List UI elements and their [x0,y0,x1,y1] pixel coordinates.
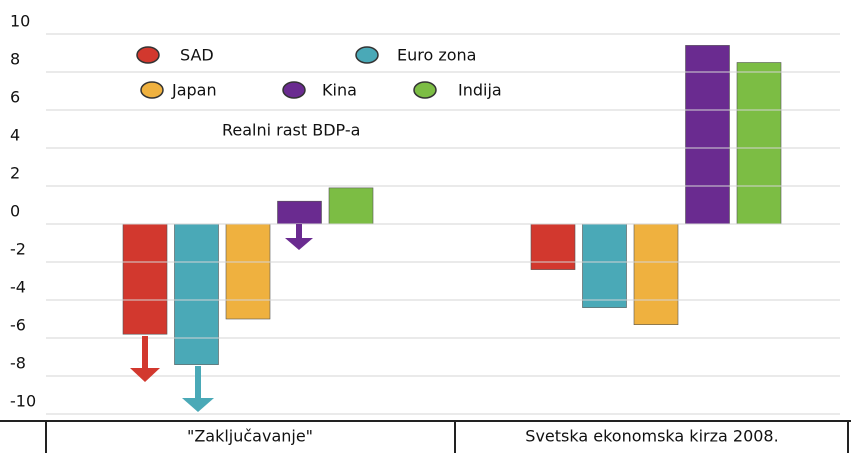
y-tick-label: -4 [10,278,26,297]
legend-label: Kina [322,81,357,100]
legend-label: Indija [458,81,502,100]
bar [328,187,374,225]
x-tick-label: "Zaključavanje" [187,427,313,446]
y-tick-label: -6 [10,316,26,335]
arrow [182,398,214,412]
bar [174,223,219,365]
y-tick-label: 8 [10,50,20,69]
y-tick-label: -8 [10,354,26,373]
bar [582,223,627,308]
bar [122,223,168,335]
y-tick-label: 10 [10,12,30,31]
legend-marker [140,81,164,99]
legend-marker [136,46,160,64]
legend-marker [355,46,379,64]
bar [277,200,322,225]
bar [736,62,782,225]
legend-marker [282,81,306,99]
legend-label: SAD [180,46,214,65]
legend-label: Japan [171,81,217,100]
y-tick-label: 6 [10,88,20,107]
bar [530,223,576,270]
bar [225,223,271,320]
y-tick-label: 4 [10,126,20,145]
chart-title: Realni rast BDP-a [222,121,360,140]
arrow [130,368,160,382]
y-tick-label: -10 [10,392,36,411]
legend-marker [413,81,437,99]
x-tick-label: Svetska ekonomska kirza 2008. [525,427,778,446]
arrows [130,224,313,412]
y-tick-label: -2 [10,240,26,259]
arrow [285,238,313,250]
y-tick-label: 2 [10,164,20,183]
y-tick-label: 0 [10,202,20,221]
bar [685,45,730,225]
bar [633,223,679,325]
legend-label: Euro zona [397,46,476,65]
